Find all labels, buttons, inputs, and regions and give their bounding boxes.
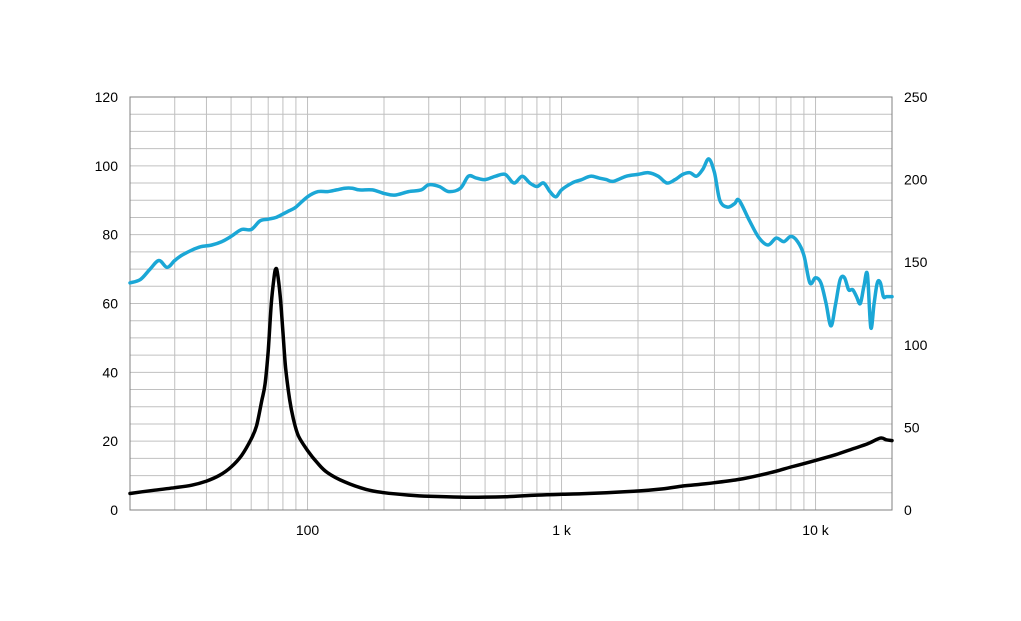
y-tick-label: 40 bbox=[102, 364, 118, 380]
frequency_response-line bbox=[128, 157, 894, 331]
grid-lines bbox=[130, 97, 892, 510]
y2-tick-label: 200 bbox=[904, 172, 928, 188]
y-tick-label: 120 bbox=[95, 89, 119, 105]
x-tick-label: 10 k bbox=[802, 522, 829, 538]
x-tick-label: 100 bbox=[296, 522, 320, 538]
y-tick-label: 0 bbox=[110, 502, 118, 518]
y-tick-label: 20 bbox=[102, 433, 118, 449]
y2-tick-label: 150 bbox=[904, 254, 928, 270]
y-tick-label: 100 bbox=[95, 158, 119, 174]
tick-labels: 0 20 40 60 80 100 120 0 50 100 150 200 250 100 1 k 10 k bbox=[95, 89, 928, 538]
y2-tick-label: 250 bbox=[904, 89, 928, 105]
series-layer bbox=[128, 157, 894, 499]
y-tick-label: 80 bbox=[102, 227, 118, 243]
y-tick-label: 60 bbox=[102, 296, 118, 312]
y2-tick-label: 100 bbox=[904, 337, 928, 353]
x-tick-label: 1 k bbox=[552, 522, 572, 538]
y2-tick-label: 50 bbox=[904, 419, 920, 435]
y2-tick-label: 0 bbox=[904, 502, 912, 518]
plot-frame bbox=[129, 96, 893, 511]
impedance-line bbox=[128, 266, 894, 499]
